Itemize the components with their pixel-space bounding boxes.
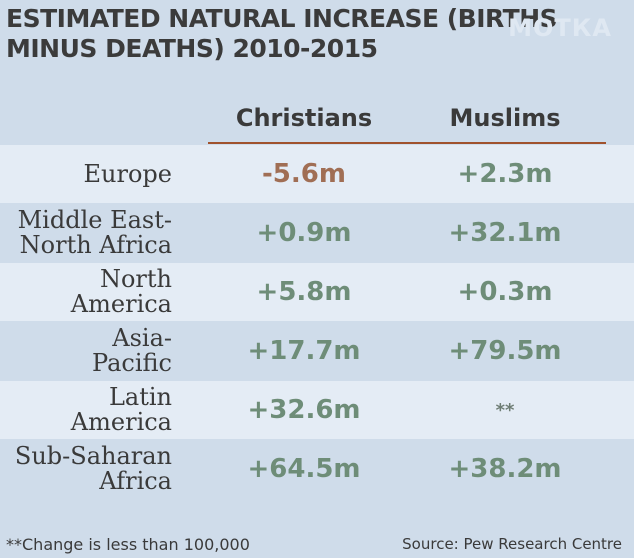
row-label-line: North Africa bbox=[19, 231, 172, 259]
row-label: Asia- Pacific bbox=[92, 322, 172, 380]
table-row: North America +5.8m +0.3m bbox=[0, 263, 634, 321]
row-label-line: Sub-Saharan bbox=[14, 442, 172, 470]
row-label: North America bbox=[71, 263, 172, 321]
source-credit: Source: Pew Research Centre bbox=[402, 535, 622, 553]
footnote: **Change is less than 100,000 bbox=[6, 535, 250, 554]
row-label: Sub-Saharan Africa bbox=[15, 440, 172, 498]
value-christians: -5.6m bbox=[262, 159, 346, 189]
column-header-christians: Christians bbox=[235, 104, 373, 132]
chart-title: ESTIMATED NATURAL INCREASE (BIRTHS MINUS… bbox=[6, 4, 606, 64]
table-row: Sub-Saharan Africa +64.5m +38.2m bbox=[0, 440, 634, 498]
title-line-1: ESTIMATED NATURAL INCREASE (BIRTHS bbox=[6, 4, 558, 33]
table-row: Asia- Pacific +17.7m +79.5m bbox=[0, 322, 634, 380]
row-label-line: Pacific bbox=[92, 349, 172, 377]
value-muslims: +32.1m bbox=[448, 218, 562, 248]
row-label-line: Middle East- bbox=[17, 206, 172, 234]
row-label: Europe bbox=[83, 159, 172, 188]
row-label: Latin America bbox=[71, 381, 172, 439]
value-muslims: +2.3m bbox=[457, 159, 553, 189]
row-label-line: Africa bbox=[99, 467, 172, 495]
value-christians: +17.7m bbox=[247, 336, 361, 366]
value-muslims: +79.5m bbox=[448, 336, 562, 366]
column-header-muslims: Muslims bbox=[449, 104, 561, 132]
title-line-2: MINUS DEATHS) 2010-2015 bbox=[6, 34, 378, 63]
table-row: Latin America +32.6m ** bbox=[0, 381, 634, 439]
value-christians: +0.9m bbox=[256, 218, 352, 248]
value-christians: +64.5m bbox=[247, 454, 361, 484]
row-label-line: America bbox=[70, 290, 172, 318]
row-label: Middle East- North Africa bbox=[18, 204, 172, 262]
value-muslims: +0.3m bbox=[457, 277, 553, 307]
value-muslims: +38.2m bbox=[448, 454, 562, 484]
watermark: МОТКА bbox=[508, 14, 612, 42]
row-label-line: America bbox=[70, 408, 172, 436]
value-christians: +32.6m bbox=[247, 395, 361, 425]
row-label-line: Latin bbox=[108, 383, 172, 411]
table-row: Europe -5.6m +2.3m bbox=[0, 145, 634, 203]
row-label-line: Asia- bbox=[112, 324, 172, 352]
row-label-line: North bbox=[99, 265, 172, 293]
table-row: Middle East- North Africa +0.9m +32.1m bbox=[0, 204, 634, 262]
value-muslims: ** bbox=[495, 399, 515, 421]
value-christians: +5.8m bbox=[256, 277, 352, 307]
header-rule bbox=[208, 142, 606, 144]
